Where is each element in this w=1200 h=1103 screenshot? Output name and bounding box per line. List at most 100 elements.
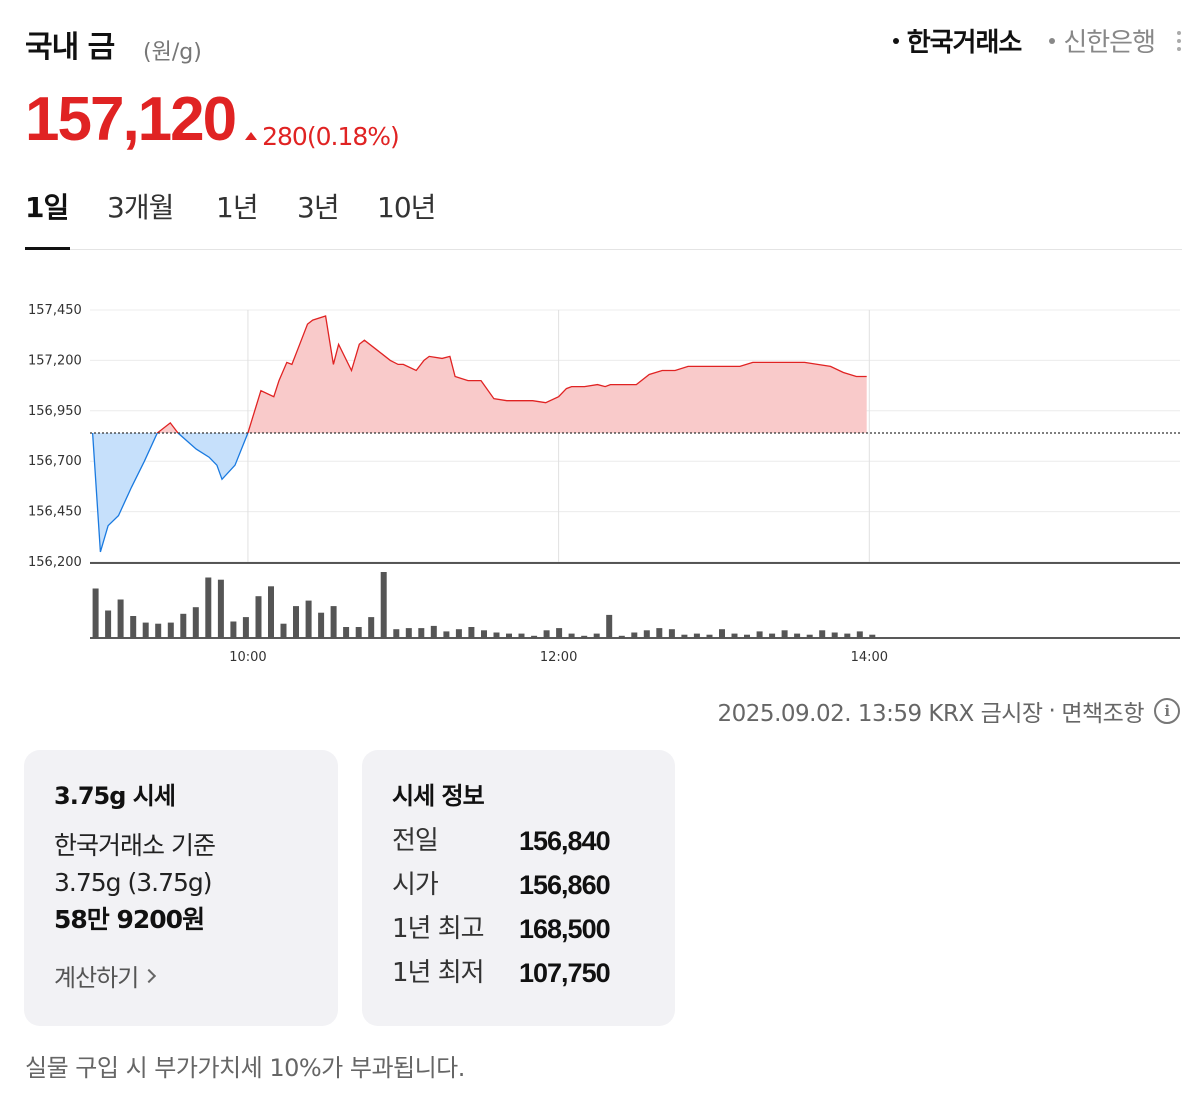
timestamp: 2025.09.02. 13:59 KRX 금시장 [717,701,1044,727]
y-tick-label: 157,200 [28,353,82,368]
volume-bar [819,630,826,638]
calculate-link[interactable]: 계산하기 [54,958,308,993]
volume-bar [117,599,124,638]
active-tab-indicator [25,247,70,250]
card-price-info: 시세 정보 전일 156,840 시가 156,860 1년 최고 168,50… [362,750,675,1026]
tab-1y[interactable]: 1년 [216,191,259,224]
volume-bar [518,633,525,638]
separator: · [1048,698,1056,724]
volume-bar [668,629,675,638]
info-key: 시가 [392,870,439,900]
volume-bar [543,630,550,638]
volume-bar [531,635,538,638]
info-value: 156,860 [519,870,611,900]
x-tick-label: 10:00 [229,650,266,665]
volume-bar [794,633,801,638]
volume-bar [180,613,187,638]
volume-bar [230,621,237,638]
volume-bar [393,629,400,638]
page-title: 국내 금 [25,30,115,65]
info-key: 전일 [392,826,439,856]
info-row-open: 시가 156,860 [392,863,645,907]
tab-10y[interactable]: 10년 [377,191,436,224]
volume-bar [606,614,613,638]
change-amount: 280 [262,121,308,151]
source-krx[interactable]: 한국거래소 [892,22,1022,59]
disclaimer-link[interactable]: 면책조항 [1061,701,1144,727]
more-vertical-icon[interactable] [1177,30,1185,51]
volume-bar [418,628,425,638]
volume-bar [217,579,224,638]
volume-bar [305,600,312,638]
price-change: 280 (0.18%) [245,121,400,151]
price-line-up [92,315,867,433]
volume-bar [756,631,763,638]
info-row-52w-low: 1년 최저 107,750 [392,951,645,995]
volume-bar [593,633,600,638]
volume-bar [355,627,362,638]
x-tick-label: 12:00 [540,650,577,665]
up-triangle-icon [245,132,258,140]
price-chart[interactable]: 157,450 157,200 156,950 156,700 156,450 156,2… [0,290,1200,680]
volume-bar [405,628,412,638]
volume-bar [380,572,387,638]
x-tick-label: 14:00 [851,650,888,665]
area-below-baseline [92,432,867,552]
volume-bar [643,630,650,638]
weight-text: 3.75g (3.75g) [54,868,213,897]
tab-1d[interactable]: 1일 [25,191,69,224]
volume-bar [618,635,625,638]
volume-bar [430,625,437,638]
volume-bar [192,607,199,638]
volume-bar [130,616,137,638]
y-tick-label: 157,450 [28,303,82,318]
volume-bar [142,622,149,638]
volume-bar [268,586,274,638]
volume-bar [330,606,337,638]
volume-bar [831,632,838,638]
volume-bar [869,634,876,638]
current-price: 157,120 [25,85,237,154]
price-line-down [91,432,249,553]
tab-3m[interactable]: 3개월 [107,191,174,224]
volume-bar [493,632,500,638]
volume-bar [155,623,162,638]
price-row: 157,120 280 (0.18%) [25,84,400,155]
source-shinhan[interactable]: 신한은행 [1049,22,1156,59]
info-row-prev-close: 전일 156,840 [392,819,645,863]
card-title: 3.75g 시세 [54,782,176,810]
volume-bar [856,631,863,638]
card-3-75g-price: 3.75g 시세 한국거래소 기준 3.75g (3.75g) 58만 9200… [24,750,338,1026]
y-tick-label: 156,450 [28,505,82,520]
volume-bar [455,629,462,638]
volume-bar [105,610,112,638]
info-key: 1년 최고 [392,914,485,944]
tab-3y[interactable]: 3년 [297,191,340,224]
bullet-icon [892,37,899,44]
source-label: 신한은행 [1063,28,1156,58]
volume-bar [556,628,563,638]
volume-bar [205,577,212,638]
volume-bar [280,623,287,638]
change-percent: (0.18%) [306,121,400,151]
period-tabs: 1일 3개월 1년 3년 10년 [25,180,1182,250]
volume-bar [255,596,262,638]
chevron-right-icon [142,968,157,983]
volume-bar [681,634,688,638]
volume-bar [581,635,588,638]
area-above-baseline [157,316,867,433]
bullet-icon [1049,37,1056,44]
vat-footnote: 실물 구입 시 부가가치세 10%가 부과됩니다. [25,1054,465,1082]
volume-bar [318,612,325,638]
info-value: 107,750 [519,958,611,988]
converted-price: 58만 9200원 [54,905,205,934]
volume-bar [443,631,450,638]
volume-bar [656,628,663,638]
volume-bar [769,633,776,638]
volume-bar [631,632,638,638]
volume-bar [693,633,700,638]
volume-bar [167,622,174,638]
volume-bar [293,606,299,638]
info-icon[interactable]: i [1154,698,1180,724]
info-value: 168,500 [519,914,611,944]
